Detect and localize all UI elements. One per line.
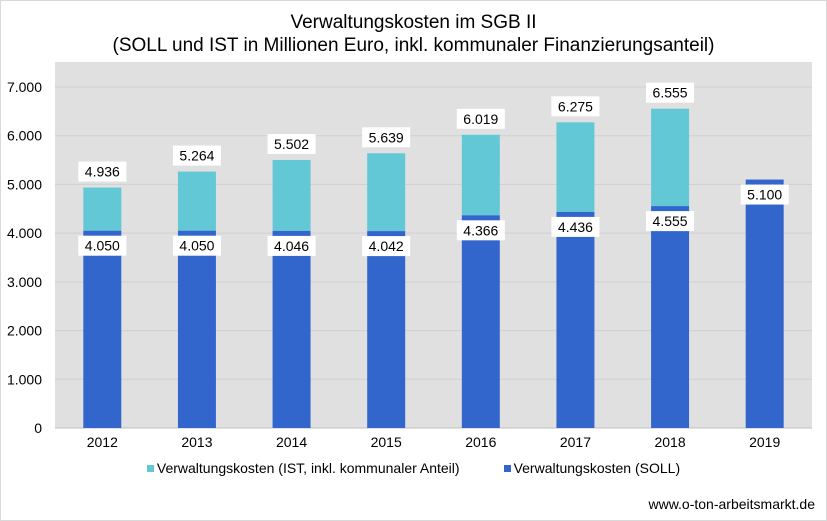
- data-label-ist: 6.555: [653, 85, 688, 101]
- data-label-soll: 4.555: [653, 213, 688, 229]
- legend-label-ist: Verwaltungskosten (IST, inkl. kommunaler…: [156, 460, 460, 476]
- data-label-bg: [267, 235, 316, 256]
- source-credit: www.o-ton-arbeitsmarkt.de: [648, 496, 815, 512]
- data-label-ist: 6.275: [558, 98, 593, 114]
- x-tick-label: 2019: [749, 434, 780, 450]
- x-tick-label: 2015: [371, 434, 402, 450]
- data-label-bg: [646, 82, 695, 103]
- x-tick-label: 2012: [87, 434, 118, 450]
- bar-soll: [367, 231, 406, 428]
- bar-ist: [556, 122, 595, 212]
- bar-ist: [367, 153, 406, 232]
- legend: Verwaltungskosten (IST, inkl. kommunaler…: [0, 460, 827, 476]
- data-label-bg: [551, 96, 600, 117]
- data-label-bg: [362, 236, 411, 257]
- x-tick-label: 2016: [465, 434, 496, 450]
- x-tick-label: 2014: [276, 434, 307, 450]
- legend-swatch-ist: [146, 464, 154, 472]
- legend-label-soll: Verwaltungskosten (SOLL): [513, 460, 681, 476]
- y-tick-label: 1.000: [7, 371, 42, 387]
- data-label-bg: [172, 235, 221, 256]
- data-label-soll: 4.366: [463, 222, 498, 238]
- bar-ist: [177, 171, 216, 231]
- data-label-bg: [267, 133, 316, 154]
- legend-item-ist: Verwaltungskosten (IST, inkl. kommunaler…: [146, 460, 460, 476]
- x-tick-label: 2018: [654, 434, 685, 450]
- data-label-bg: [78, 235, 127, 256]
- data-label-ist: 5.502: [274, 136, 309, 152]
- plot-area: [55, 62, 812, 428]
- x-tick-label: 2013: [181, 434, 212, 450]
- y-tick-label: 3.000: [7, 274, 42, 290]
- chart-subtitle: (SOLL und IST in Millionen Euro, inkl. k…: [112, 35, 715, 56]
- bar-soll: [461, 215, 500, 428]
- bar-soll: [651, 206, 690, 428]
- data-label-soll: 4.050: [179, 238, 214, 254]
- data-label-bg: [362, 127, 411, 148]
- data-label-ist: 5.264: [179, 148, 214, 164]
- data-label-ist: 4.936: [85, 164, 120, 180]
- data-label-ist: 5.639: [369, 129, 404, 145]
- bar-ist: [272, 159, 311, 231]
- data-label-soll: 4.050: [85, 238, 120, 254]
- data-label-bg: [646, 211, 695, 232]
- data-label-soll: 4.046: [274, 238, 309, 254]
- y-tick-label: 7.000: [7, 79, 42, 95]
- bar-soll: [556, 211, 595, 428]
- x-tick-label: 2017: [560, 434, 591, 450]
- data-label-bg: [172, 145, 221, 166]
- data-label-bg: [740, 184, 789, 205]
- bar-soll: [177, 230, 216, 428]
- bar-soll: [83, 230, 122, 428]
- data-label-bg: [551, 216, 600, 237]
- legend-swatch-soll: [503, 464, 511, 472]
- bar-ist: [651, 108, 690, 207]
- y-tick-label: 0: [34, 420, 42, 436]
- data-label-bg: [78, 161, 127, 182]
- bar-soll: [745, 179, 784, 428]
- data-label-bg: [456, 108, 505, 129]
- data-label-soll: 5.100: [747, 187, 782, 203]
- legend-item-soll: Verwaltungskosten (SOLL): [503, 460, 681, 476]
- bar-ist: [83, 187, 122, 231]
- data-label-soll: 4.436: [558, 219, 593, 235]
- y-tick-label: 4.000: [7, 225, 42, 241]
- bar-soll: [272, 230, 311, 428]
- bar-ist: [461, 134, 500, 216]
- data-label-soll: 4.042: [369, 238, 404, 254]
- y-tick-label: 6.000: [7, 128, 42, 144]
- y-tick-label: 5.000: [7, 176, 42, 192]
- y-tick-label: 2.000: [7, 323, 42, 339]
- data-label-bg: [456, 220, 505, 241]
- data-label-ist: 6.019: [463, 111, 498, 127]
- chart-title: Verwaltungskosten im SGB II: [290, 12, 537, 33]
